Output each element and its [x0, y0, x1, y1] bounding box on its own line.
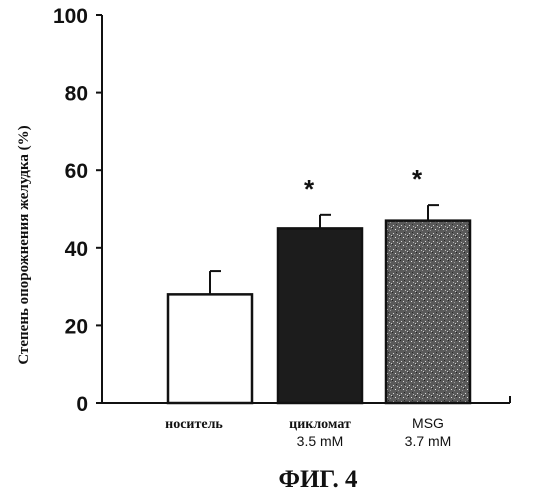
category-labels: носитель цикломат3.5 mM MSG 3.7 mM: [165, 415, 451, 449]
bar: [386, 221, 470, 403]
y-axis: 0 20 40 60 80 100: [53, 5, 102, 416]
x-category-label: 3.5 mM: [297, 433, 344, 449]
y-axis-label: Степень опорожнения желудка (%): [16, 125, 32, 364]
y-tick-label: 80: [65, 83, 88, 106]
x-category-label: носитель: [165, 417, 223, 432]
x-category-label: 3.7 mM: [405, 433, 452, 449]
bars-group: **: [168, 164, 470, 403]
y-tick-label: 0: [76, 393, 88, 416]
x-category-label: MSG: [412, 415, 444, 431]
significance-marker: *: [304, 174, 315, 204]
significance-marker: *: [412, 164, 423, 194]
y-tick-label: 20: [65, 315, 88, 338]
y-tick-label: 60: [65, 160, 88, 183]
bar: [278, 228, 362, 403]
figure-label: ФИГ. 4: [278, 466, 358, 493]
x-category-label: цикломат: [289, 417, 351, 432]
y-tick-label: 100: [53, 5, 88, 28]
y-tick-label: 40: [65, 238, 88, 261]
bar: [168, 294, 252, 403]
